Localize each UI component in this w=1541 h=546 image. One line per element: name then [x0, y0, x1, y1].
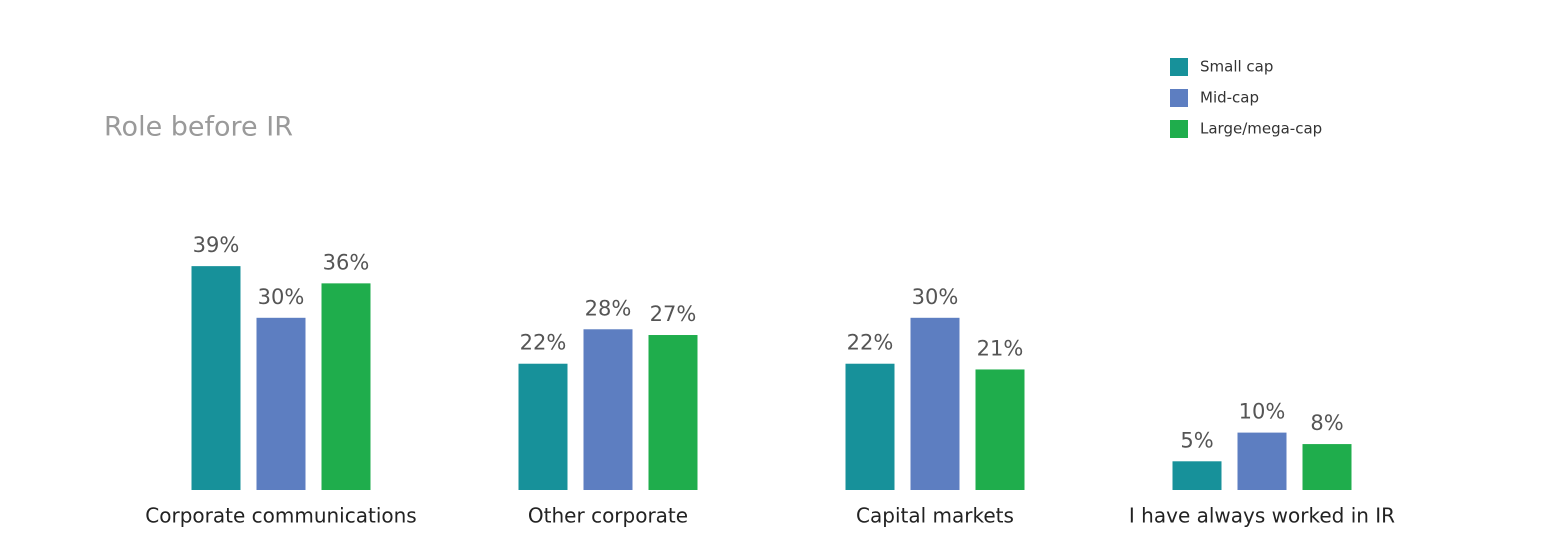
x-tick-label: Corporate communications	[145, 504, 416, 528]
x-tick-label: Capital markets	[856, 504, 1014, 528]
bar	[1172, 461, 1222, 490]
legend-swatch	[1170, 120, 1188, 138]
value-label: 5%	[1180, 428, 1213, 452]
legend-label: Small cap	[1200, 58, 1273, 76]
bar	[321, 283, 371, 490]
bar	[583, 329, 633, 490]
value-label: 30%	[912, 285, 959, 309]
bar	[191, 266, 241, 490]
bar	[648, 335, 698, 490]
x-tick-label: I have always worked in IR	[1129, 504, 1395, 528]
value-label: 39%	[193, 233, 240, 257]
bar	[1237, 432, 1287, 490]
value-label: 36%	[323, 250, 370, 274]
value-label: 30%	[258, 285, 305, 309]
legend-label: Mid-cap	[1200, 89, 1259, 107]
bar	[975, 369, 1025, 490]
value-label: 27%	[650, 302, 697, 326]
value-label: 8%	[1310, 411, 1343, 435]
value-label: 22%	[520, 331, 567, 355]
chart-title: Role before IR	[104, 112, 293, 143]
bar	[1302, 444, 1352, 490]
legend-swatch	[1170, 89, 1188, 107]
x-tick-label: Other corporate	[528, 504, 688, 528]
value-label: 21%	[977, 336, 1024, 360]
bar	[518, 363, 568, 490]
value-label: 28%	[585, 296, 632, 320]
bar	[845, 363, 895, 490]
bar	[256, 317, 306, 490]
legend-swatch	[1170, 58, 1188, 76]
legend-label: Large/mega-cap	[1200, 120, 1322, 138]
value-label: 22%	[847, 331, 894, 355]
value-label: 10%	[1239, 400, 1286, 424]
bar	[910, 317, 960, 490]
